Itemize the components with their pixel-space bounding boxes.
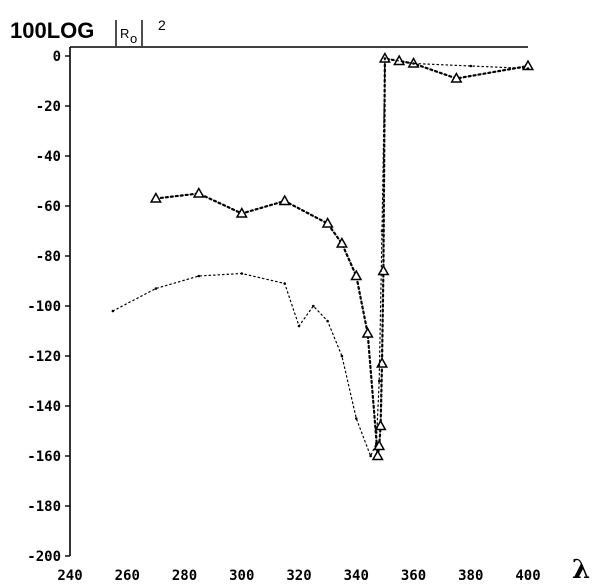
y-tick-label: -120 [27,349,61,365]
y-tick-label: -40 [36,149,61,165]
series-1-point-4 [283,282,287,285]
series-0-point-6 [350,269,363,281]
series-1-point-16 [469,64,473,68]
x-ticks: 240 260 280 300 320 340 360 380 400 [57,568,540,584]
y-tick-label: 0 [53,49,61,65]
series-0-point-7 [361,326,374,338]
series-1-point-1 [154,287,158,290]
series-0-point-11 [376,356,389,368]
series-1-point-3 [240,272,244,275]
x-tick-label: 280 [172,568,197,584]
title-main: LOG [47,18,95,43]
axes [69,46,528,556]
title-superscript: 2 [158,17,166,33]
y-ticks: 0 -20 -40 -60 -80 -100 -120 -140 -160 -180 -200 [27,49,70,565]
series-0-point-1 [192,186,205,198]
x-tick-label: 360 [401,568,426,584]
series-layer [111,51,535,461]
series-1-point-15 [412,62,415,65]
series-1-point-17 [526,67,530,70]
svg-text:100LOG: 100LOG [10,18,94,43]
y-tick-label: -20 [36,99,61,115]
x-tick-label: 240 [57,568,82,584]
y-tick-label: -60 [36,199,61,215]
title-prefix: 100 [10,18,47,43]
y-tick-label: -80 [36,249,61,265]
x-tick-label: 300 [229,568,254,584]
y-tick-label: -140 [27,399,61,415]
series-1-point-10 [369,454,372,458]
series-1-point-2 [197,274,201,278]
y-tick-label: -200 [27,549,61,565]
series-1-point-12 [377,379,381,383]
x-tick-label: 260 [115,568,140,584]
series-0-point-9 [373,439,386,451]
y-tick-label: -160 [27,449,61,465]
series-0-point-3 [278,194,291,206]
series-0-point-5 [335,236,348,248]
series-0-point-12 [377,264,390,276]
y-tick-label: -180 [27,499,61,515]
series-line-1 [112,57,529,458]
series-0-point-4 [321,216,334,228]
series-1-point-8 [340,354,344,358]
series-0-point-2 [235,206,248,218]
series-1-point-7 [326,319,329,323]
x-tick-label: 400 [515,568,540,584]
x-tick-label: 340 [344,568,369,584]
y-tick-label: -100 [27,299,61,315]
series-0-point-8 [371,449,384,461]
series-1-point-6 [312,304,315,308]
series-1-point-13 [380,229,384,233]
series-1-point-0 [111,309,115,313]
x-axis-label: λ [572,555,590,585]
x-tick-label: 320 [286,568,311,584]
series-0-point-0 [149,191,162,203]
series-1-point-9 [355,417,358,420]
series-0-point-16 [450,71,463,83]
series-0-point-10 [374,419,387,431]
chart-title: 100LOG R o 2 [10,17,166,46]
x-tick-label: 380 [458,568,483,584]
title-abs-symbol: R [120,26,129,41]
series-1-point-14 [383,57,387,60]
series-1-point-5 [297,324,301,328]
series-line-0 [154,57,530,457]
title-subscript: o [130,31,137,46]
series-1-point-11 [375,442,378,445]
